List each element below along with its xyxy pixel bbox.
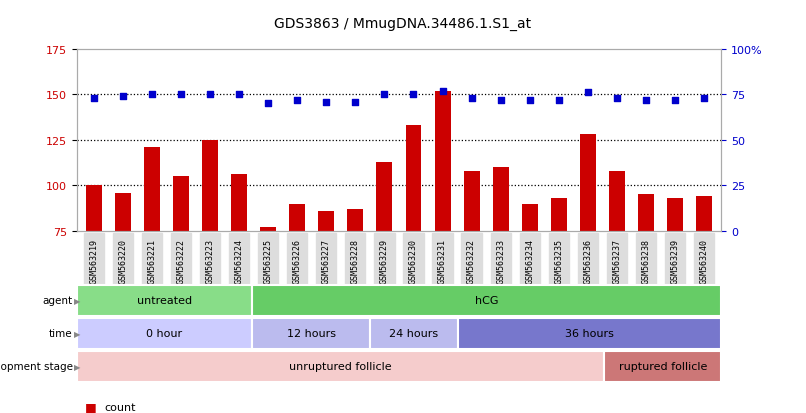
Text: ▶: ▶ <box>74 329 81 338</box>
Point <box>291 97 304 104</box>
Text: agent: agent <box>43 295 73 306</box>
Bar <box>252 285 721 316</box>
Point <box>610 95 623 102</box>
Bar <box>115 193 131 231</box>
Bar <box>144 148 160 231</box>
Bar <box>376 162 393 231</box>
Point <box>494 97 507 104</box>
Text: 12 hours: 12 hours <box>287 328 335 339</box>
Text: 0 hour: 0 hour <box>147 328 183 339</box>
Point <box>349 99 362 106</box>
Text: hCG: hCG <box>476 295 499 306</box>
Bar <box>77 351 605 382</box>
Text: GDS3863 / MmugDNA.34486.1.S1_at: GDS3863 / MmugDNA.34486.1.S1_at <box>274 17 532 31</box>
Bar <box>202 140 218 231</box>
Bar <box>231 175 247 231</box>
Bar <box>86 186 102 231</box>
Point <box>204 92 217 98</box>
Point <box>465 95 478 102</box>
Bar <box>580 135 596 231</box>
Bar <box>638 195 654 231</box>
Bar <box>458 318 721 349</box>
Bar <box>604 351 721 382</box>
Point <box>639 97 652 104</box>
Text: 24 hours: 24 hours <box>389 328 438 339</box>
Bar <box>550 199 567 231</box>
Point <box>552 97 565 104</box>
Text: ■: ■ <box>85 400 97 413</box>
Text: time: time <box>49 328 73 339</box>
Text: development stage: development stage <box>0 361 73 372</box>
Point <box>146 92 159 98</box>
Point <box>523 97 536 104</box>
Bar <box>696 197 712 231</box>
Point <box>407 92 420 98</box>
Bar <box>370 318 458 349</box>
Bar <box>463 171 480 231</box>
Bar <box>252 318 370 349</box>
Point <box>262 101 275 107</box>
Bar <box>318 211 334 231</box>
Point <box>436 88 449 95</box>
Bar <box>434 91 451 231</box>
Bar <box>667 199 683 231</box>
Bar <box>609 171 625 231</box>
Point <box>668 97 681 104</box>
Bar <box>77 318 252 349</box>
Point <box>117 93 130 100</box>
Point <box>175 92 188 98</box>
Point <box>697 95 710 102</box>
Text: ▶: ▶ <box>74 362 81 371</box>
Text: 36 hours: 36 hours <box>565 328 614 339</box>
Bar <box>492 168 509 231</box>
Bar <box>521 204 538 231</box>
Bar <box>405 126 422 231</box>
Bar <box>173 177 189 231</box>
Bar <box>260 228 276 231</box>
Point <box>88 95 101 102</box>
Text: ruptured follicle: ruptured follicle <box>618 361 707 372</box>
Bar <box>289 204 305 231</box>
Point <box>320 99 333 106</box>
Point <box>581 90 594 97</box>
Text: untreated: untreated <box>137 295 192 306</box>
Text: ▶: ▶ <box>74 296 81 305</box>
Point <box>378 92 391 98</box>
Point <box>233 92 246 98</box>
Bar <box>347 209 364 231</box>
Text: count: count <box>105 402 136 412</box>
Bar <box>77 285 252 316</box>
Text: unruptured follicle: unruptured follicle <box>289 361 392 372</box>
